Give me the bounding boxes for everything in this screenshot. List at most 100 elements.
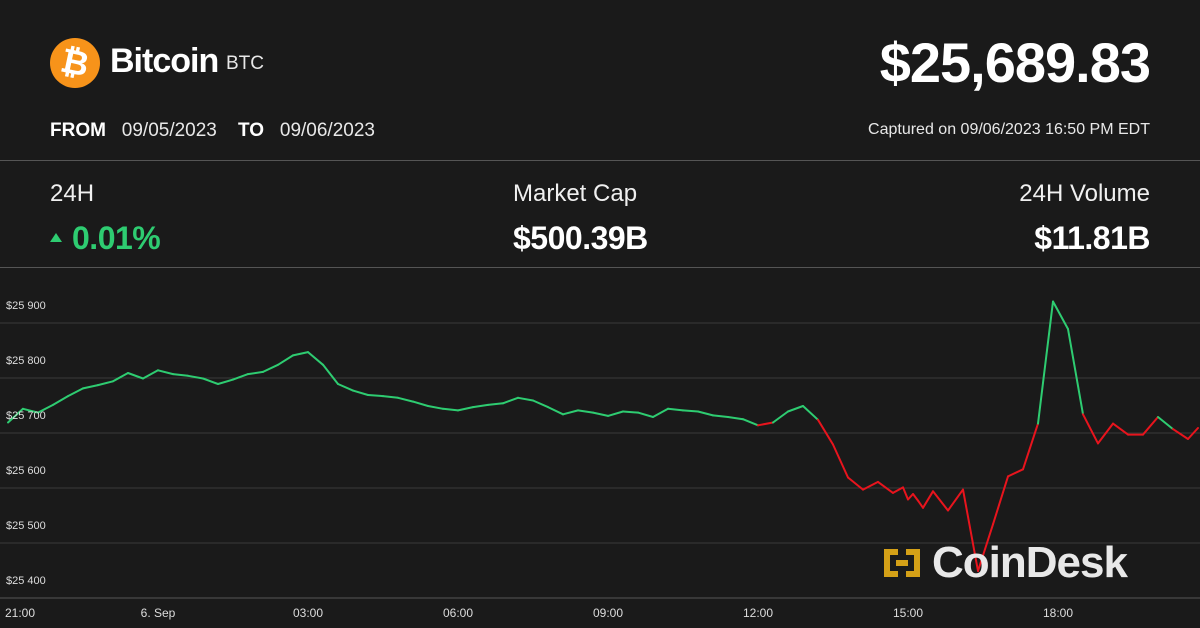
from-label: FROM xyxy=(50,120,106,141)
triangle-up-icon xyxy=(50,233,62,243)
price-line-segment-up xyxy=(442,407,459,412)
market-cap-label: Market Cap xyxy=(513,180,638,207)
price-line-segment-up xyxy=(592,411,609,417)
price-line-segment-down xyxy=(862,480,879,491)
price-line-segment-down xyxy=(1112,422,1129,436)
price-line-segment-up xyxy=(1067,328,1084,416)
date-range: FROM 09/05/2023 TO 09/06/2023 xyxy=(50,120,375,142)
price-line-segment-up xyxy=(157,369,174,376)
price-line-segment-up xyxy=(97,380,114,387)
price-line-segment-up xyxy=(367,394,384,398)
price-line-segment-up xyxy=(802,405,819,421)
price-line-segment-down xyxy=(1142,416,1159,436)
price-line-segment-up xyxy=(1157,416,1174,431)
price-line-segment-down xyxy=(932,490,949,512)
price-line-segment-up xyxy=(712,414,729,418)
change-value: 0.01% xyxy=(50,220,161,257)
price-line-segment-up xyxy=(112,372,129,383)
price-line-segment-up xyxy=(562,409,579,416)
change-label: 24H xyxy=(50,180,95,207)
price-line-segment-up xyxy=(472,403,489,409)
price-line-segment-up xyxy=(502,396,519,405)
price-line-segment-down xyxy=(877,480,894,494)
price-line-segment-down xyxy=(1082,413,1099,445)
price-line-segment-down xyxy=(912,493,919,502)
price-line-segment-down xyxy=(757,421,774,427)
coindesk-watermark: CoinDesk xyxy=(880,538,1128,588)
price-line-segment-up xyxy=(697,410,714,417)
y-tick-label: $25 500 xyxy=(6,520,46,532)
price-line-segment-up xyxy=(742,418,759,427)
price-line-segment-up xyxy=(682,409,699,413)
price-line-segment-up xyxy=(52,395,69,406)
from-date: 09/05/2023 xyxy=(121,120,217,141)
price-line-segment-up xyxy=(247,370,264,376)
divider xyxy=(0,267,1200,268)
price-line-segment-up xyxy=(37,403,54,414)
price-line-segment-up xyxy=(397,396,414,403)
price-line-segment-up xyxy=(772,410,789,424)
bitcoin-logo-icon: ₿ xyxy=(50,38,100,88)
to-date: 09/06/2023 xyxy=(279,120,375,141)
price-line-segment-down xyxy=(947,488,964,512)
price-line-segment-down xyxy=(992,475,1009,526)
price-line-segment-up xyxy=(382,395,399,399)
price-line-segment-down xyxy=(1097,422,1114,445)
price-line-segment-up xyxy=(517,396,534,402)
coin-symbol: BTC xyxy=(226,53,264,74)
price-line-segment-down xyxy=(917,499,924,509)
x-tick-label: 06:00 xyxy=(442,606,474,620)
price-line-segment-up xyxy=(532,399,549,409)
market-cap-value: $500.39B xyxy=(513,220,648,256)
price-line-segment-down xyxy=(847,476,864,491)
price-line-segment-down xyxy=(1187,427,1199,440)
price-line-segment-up xyxy=(172,373,189,377)
price-line-segment-down xyxy=(1022,422,1039,471)
x-tick-label: 21:00 xyxy=(4,606,36,620)
price-line-segment-up xyxy=(637,411,654,418)
price-line-segment-up xyxy=(1037,300,1054,425)
x-tick-label: 03:00 xyxy=(292,606,324,620)
price-line-segment-down xyxy=(977,523,994,572)
price-line-segment-up xyxy=(412,400,429,407)
price-line-segment-up xyxy=(487,402,504,406)
price-line-segment-up xyxy=(577,409,594,414)
price-line-segment-up xyxy=(652,407,669,418)
y-tick-label: $25 700 xyxy=(6,410,46,422)
coin-name: Bitcoin xyxy=(110,42,219,80)
current-price: $25,689.83 xyxy=(879,31,1151,94)
y-tick-label: $25 600 xyxy=(6,465,46,477)
price-line-segment-up xyxy=(127,372,144,380)
price-line-segment-up xyxy=(22,407,39,414)
price-line-segment-up xyxy=(277,354,294,366)
y-tick-label: $25 800 xyxy=(6,355,46,367)
chart-series xyxy=(7,300,1199,572)
price-line-segment-up xyxy=(607,410,624,417)
price-line-segment-down xyxy=(907,493,914,501)
price-line-segment-up xyxy=(202,377,219,385)
x-tick-label: 12:00 xyxy=(742,606,774,620)
price-line-segment-up xyxy=(352,389,369,396)
change-percent: 0.01% xyxy=(72,220,161,256)
price-line-segment-up xyxy=(457,406,474,412)
price-line-segment-up xyxy=(322,363,339,385)
price-line-segment-up xyxy=(787,405,804,413)
price-line-segment-down xyxy=(817,418,834,446)
price-line-segment-up xyxy=(667,407,684,412)
divider xyxy=(0,160,1200,161)
price-line-segment-up xyxy=(232,373,249,381)
watermark-text: CoinDesk xyxy=(932,538,1128,587)
price-line-segment-down xyxy=(922,490,934,509)
y-tick-label: $25 900 xyxy=(6,300,46,312)
price-line-segment-up xyxy=(292,351,309,357)
x-tick-label: 18:00 xyxy=(1042,606,1074,620)
to-label: TO xyxy=(238,120,265,141)
x-tick-label: 09:00 xyxy=(592,606,624,620)
x-tick-label: 6. Sep xyxy=(140,606,176,620)
volume-label: 24H Volume xyxy=(1019,180,1150,207)
price-line-segment-up xyxy=(187,374,204,380)
captured-timestamp: Captured on 09/06/2023 16:50 PM EDT xyxy=(868,121,1150,138)
price-line-segment-down xyxy=(1172,428,1189,440)
price-line-segment-up xyxy=(7,407,24,424)
